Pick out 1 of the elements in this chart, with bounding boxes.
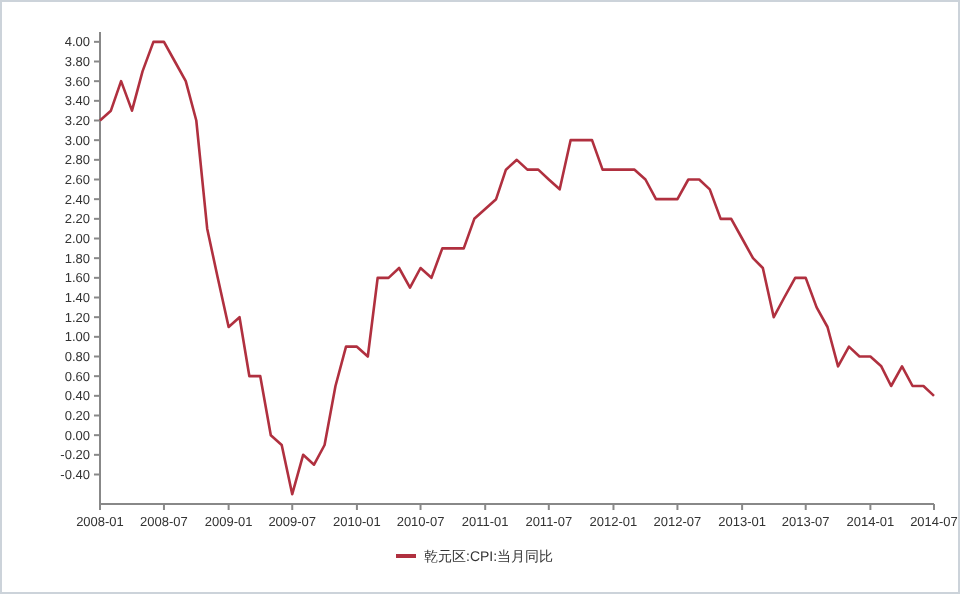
line-series <box>98 40 936 496</box>
